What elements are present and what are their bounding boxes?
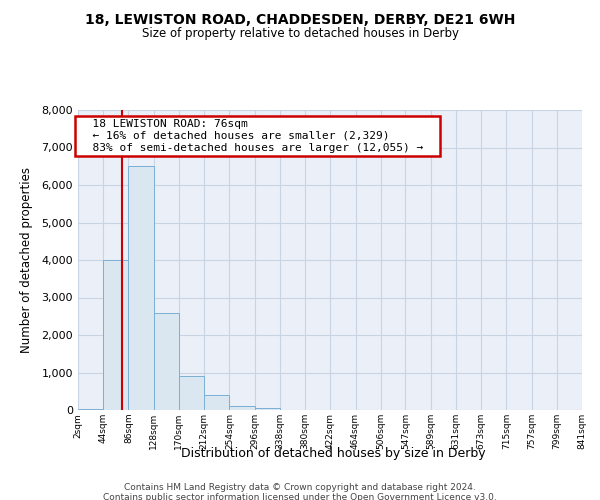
Bar (204, 395, 229, 410)
Bar (103, 260, 128, 410)
Bar (229, 406, 254, 410)
Bar (128, 166, 154, 410)
Text: Contains public sector information licensed under the Open Government Licence v3: Contains public sector information licen… (103, 492, 497, 500)
Bar (254, 408, 280, 410)
Text: 18, LEWISTON ROAD, CHADDESDEN, DERBY, DE21 6WH: 18, LEWISTON ROAD, CHADDESDEN, DERBY, DE… (85, 12, 515, 26)
Text: Size of property relative to detached houses in Derby: Size of property relative to detached ho… (142, 28, 458, 40)
Text: Distribution of detached houses by size in Derby: Distribution of detached houses by size … (181, 448, 485, 460)
Bar (154, 312, 179, 410)
Bar (78, 409, 103, 410)
Y-axis label: Number of detached properties: Number of detached properties (20, 167, 33, 353)
Text: Contains HM Land Registry data © Crown copyright and database right 2024.: Contains HM Land Registry data © Crown c… (124, 482, 476, 492)
Text: 18 LEWISTON ROAD: 76sqm
  ← 16% of detached houses are smaller (2,329)
  83% of : 18 LEWISTON ROAD: 76sqm ← 16% of detache… (79, 120, 436, 152)
Bar (179, 376, 204, 410)
